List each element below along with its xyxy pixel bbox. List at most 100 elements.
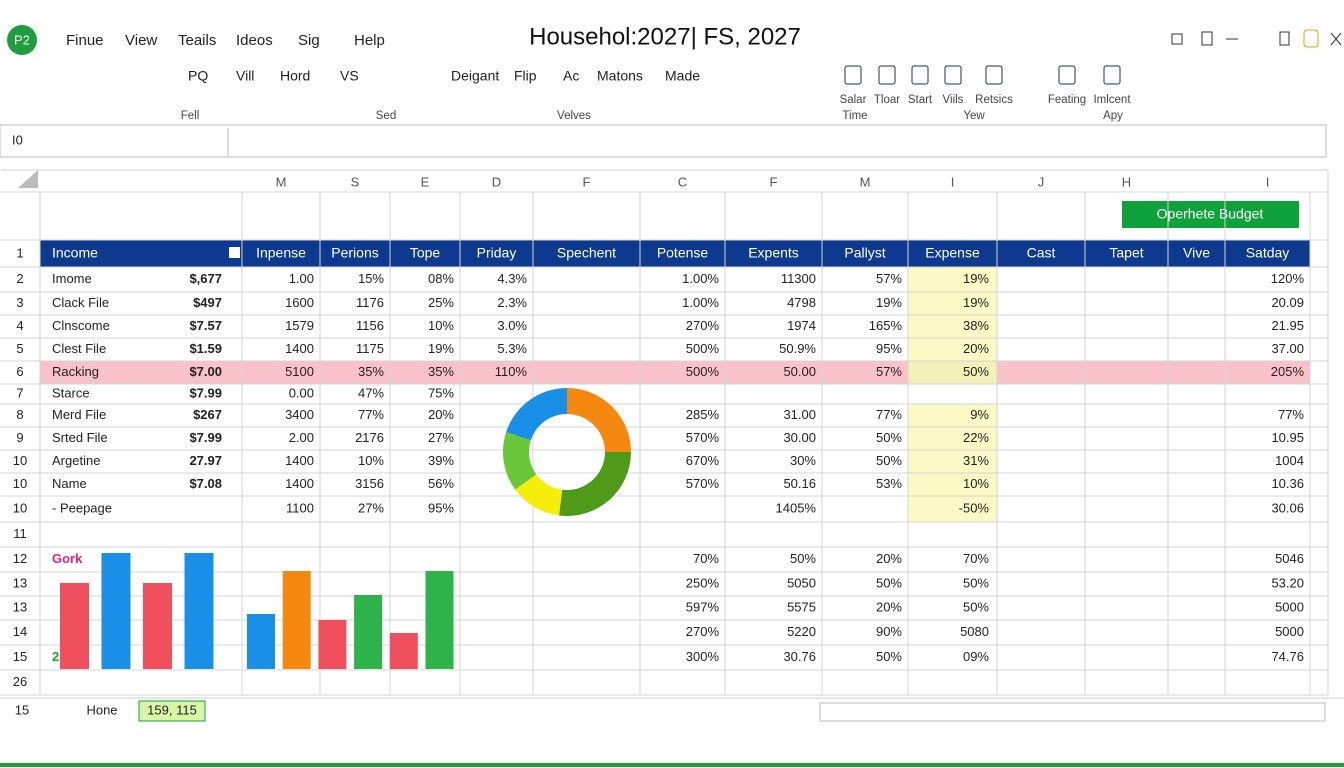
cell-value[interactable]: 1400 [285, 476, 314, 491]
toolbar-item[interactable]: Vill [236, 68, 254, 84]
row-label[interactable]: Merd File [52, 407, 106, 422]
menu-item[interactable]: Help [354, 32, 385, 49]
column-header[interactable]: Potense [657, 245, 709, 261]
cell-value[interactable]: 2.3% [497, 295, 527, 310]
cell-value[interactable]: 300% [686, 649, 720, 664]
row-label[interactable]: Name [52, 476, 87, 491]
ribbon-label[interactable]: Salar [840, 94, 867, 106]
cell-value[interactable]: 5220 [787, 624, 816, 639]
ribbon-label[interactable]: Retsics [975, 94, 1013, 106]
ribbon-icon[interactable] [985, 65, 1003, 85]
menu-item[interactable]: Finue [66, 32, 104, 49]
cell-value[interactable]: 1405% [776, 500, 817, 515]
cell-value[interactable]: -50% [959, 500, 990, 515]
cell-value[interactable]: 4.3% [497, 271, 527, 286]
cell-value[interactable]: 53% [876, 476, 902, 491]
cell-value[interactable]: 3.0% [497, 318, 527, 333]
cell-value[interactable]: $7.99 [189, 430, 222, 445]
cell-value[interactable]: 270% [686, 318, 720, 333]
cell-reference[interactable]: I0 [12, 132, 23, 147]
toolbar-item[interactable]: PQ [188, 68, 208, 84]
cell-value[interactable]: $7.99 [189, 385, 222, 400]
cell-value[interactable]: 19% [963, 271, 989, 286]
cell-value[interactable]: 70% [693, 551, 719, 566]
cell-value[interactable]: 19% [876, 295, 902, 310]
column-header[interactable]: Expents [748, 245, 799, 261]
cell-value[interactable]: 110% [495, 364, 528, 379]
toolbar-item[interactable]: Flip [514, 68, 537, 84]
active-tab[interactable] [138, 700, 206, 722]
cell-value[interactable]: 10% [963, 476, 989, 491]
cell-value[interactable]: 1176 [356, 295, 384, 310]
cell-value[interactable]: 74.76 [1271, 649, 1304, 664]
column-header[interactable]: Priday [477, 245, 517, 261]
menu-item[interactable]: Sig [298, 32, 320, 49]
cell-value[interactable]: 08% [428, 271, 454, 286]
cell-value[interactable]: 5050 [787, 575, 816, 590]
cell-value[interactable]: $267 [193, 407, 222, 422]
cell-value[interactable]: 31% [963, 453, 989, 468]
row-label[interactable]: Clest File [52, 341, 106, 356]
cell-value[interactable]: $7.57 [189, 318, 222, 333]
cell-value[interactable]: 35% [358, 364, 384, 379]
cell-value[interactable]: 30% [790, 453, 816, 468]
cell-value[interactable]: 285% [686, 407, 720, 422]
sheet-tab[interactable]: Hone [86, 702, 117, 717]
toolbar-item[interactable]: Hord [280, 68, 310, 84]
app-badge[interactable] [7, 25, 37, 55]
sheet-tab[interactable]: 15 [15, 702, 29, 717]
cell-value[interactable]: 22% [963, 430, 989, 445]
cell-value[interactable]: 50.16 [783, 476, 816, 491]
cell-value[interactable]: 5000 [1275, 624, 1304, 639]
cell-value[interactable]: 0.00 [289, 385, 314, 400]
cell-value[interactable]: 500% [686, 341, 720, 356]
cell-value[interactable]: 5000 [1275, 599, 1304, 614]
cell-value[interactable]: 15% [358, 271, 384, 286]
cell-value[interactable]: 30.76 [783, 649, 816, 664]
cell-value[interactable]: 25% [428, 295, 454, 310]
cell-value[interactable]: 27.97 [189, 453, 222, 468]
ribbon-icon[interactable] [878, 65, 896, 85]
row-label[interactable]: Argetine [52, 453, 100, 468]
cell-value[interactable]: 77% [1278, 407, 1304, 422]
cell-value[interactable]: 1156 [356, 318, 384, 333]
cell-value[interactable]: 3156 [355, 476, 384, 491]
ribbon-icon[interactable] [944, 65, 962, 85]
cell-value[interactable]: 50% [963, 599, 989, 614]
cell-value[interactable]: 165% [869, 318, 903, 333]
cell-value[interactable]: 27% [428, 430, 454, 445]
cell-value[interactable]: 27% [358, 500, 384, 515]
ribbon-label[interactable]: Start [908, 94, 933, 106]
row-label[interactable]: Gork [52, 551, 83, 566]
ribbon-icon[interactable] [911, 65, 929, 85]
column-header[interactable]: Vive [1183, 245, 1210, 261]
column-header[interactable]: Pallyst [844, 245, 885, 261]
cell-value[interactable]: 50% [876, 575, 902, 590]
row-label[interactable]: Clack File [52, 295, 109, 310]
cell-value[interactable]: 1175 [356, 341, 384, 356]
row-label[interactable]: Imome [52, 271, 92, 286]
ribbon-icon[interactable] [1058, 65, 1076, 85]
cell-value[interactable]: 3400 [285, 407, 314, 422]
column-header[interactable]: Tope [410, 245, 441, 261]
cell-value[interactable]: 1400 [285, 341, 314, 356]
cell-value[interactable]: 1100 [286, 500, 314, 515]
toolbar-item[interactable]: Ac [563, 68, 579, 84]
cell-value[interactable]: 35% [428, 364, 454, 379]
cell-value[interactable]: 11300 [781, 271, 816, 286]
cell-value[interactable]: 1400 [285, 453, 314, 468]
cell-value[interactable]: 120% [1271, 271, 1305, 286]
cell-value[interactable]: 4798 [787, 295, 816, 310]
cell-value[interactable]: 9% [970, 407, 989, 422]
cell-value[interactable]: 20% [876, 551, 902, 566]
cell-value[interactable]: 10% [358, 453, 384, 468]
row-label[interactable]: - Peepage [52, 500, 112, 515]
cell-value[interactable]: 19% [428, 341, 454, 356]
select-all[interactable] [18, 170, 38, 188]
cell-value[interactable]: 5.3% [497, 341, 527, 356]
cell-value[interactable]: 10% [428, 318, 454, 333]
cell-value[interactable]: 1.00% [682, 295, 719, 310]
cell-value[interactable]: 95% [876, 341, 902, 356]
cell-value[interactable]: $,677 [189, 271, 222, 286]
cell-value[interactable]: 670% [686, 453, 720, 468]
